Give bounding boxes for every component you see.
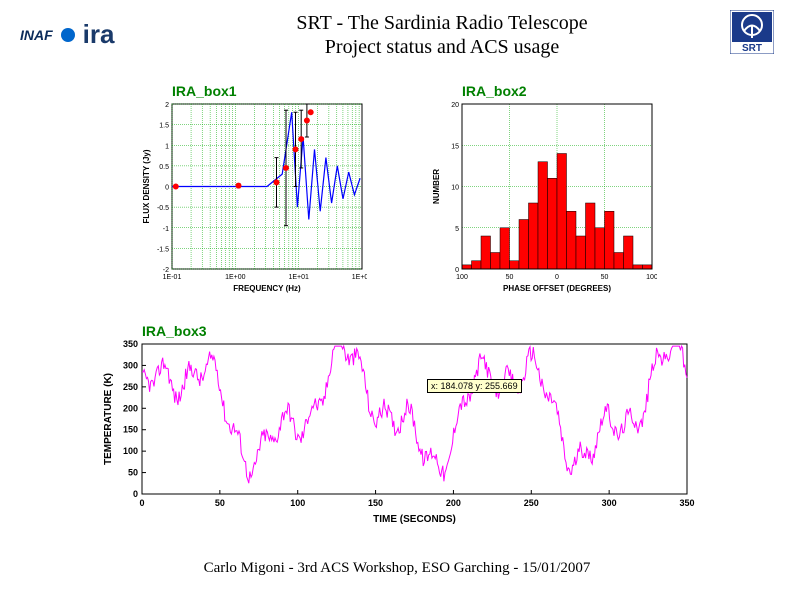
box1-svg: IRA_box1 -2 -1.5 -1 -0.5 0 0.5 1 1.5 2 1E-01 1E+00 1… bbox=[137, 84, 367, 299]
svg-text:1E+00: 1E+00 bbox=[225, 274, 246, 281]
svg-text:50: 50 bbox=[215, 498, 225, 508]
footer-text: Carlo Migoni - 3rd ACS Workshop, ESO Gar… bbox=[204, 560, 591, 576]
svg-text:SRT: SRT bbox=[742, 43, 762, 54]
svg-text:20: 20 bbox=[451, 102, 459, 109]
box3-svg: IRA_box3 0 50 100 150 200 250 300 350 0 50 100 150 20… bbox=[97, 324, 697, 524]
svg-text:0.5: 0.5 bbox=[159, 164, 169, 171]
svg-text:NUMBER: NUMBER bbox=[432, 169, 441, 204]
title-line-2: Project status and ACS usage bbox=[170, 35, 714, 59]
ira-box1: IRA_box1 -2 -1.5 -1 -0.5 0 0.5 1 1.5 2 1E-01 1E+00 1… bbox=[137, 84, 367, 304]
svg-text:350: 350 bbox=[123, 339, 138, 349]
svg-text:FLUX DENSITY (Jy): FLUX DENSITY (Jy) bbox=[142, 149, 151, 223]
svg-text:2: 2 bbox=[165, 102, 169, 109]
svg-text:1: 1 bbox=[165, 143, 169, 150]
footer: Carlo Migoni - 3rd ACS Workshop, ESO Gar… bbox=[0, 560, 794, 577]
svg-text:IRA_box3: IRA_box3 bbox=[142, 324, 207, 339]
svg-text:150: 150 bbox=[368, 498, 383, 508]
svg-text:0: 0 bbox=[455, 267, 459, 274]
svg-text:0: 0 bbox=[133, 489, 138, 499]
svg-text:50: 50 bbox=[601, 274, 609, 281]
svg-text:-0.5: -0.5 bbox=[157, 205, 169, 212]
svg-text:0: 0 bbox=[139, 498, 144, 508]
top-plots-row: IRA_box1 -2 -1.5 -1 -0.5 0 0.5 1 1.5 2 1E-01 1E+00 1… bbox=[0, 84, 794, 304]
svg-text:FREQUENCY (Hz): FREQUENCY (Hz) bbox=[233, 284, 301, 293]
svg-text:0: 0 bbox=[165, 185, 169, 192]
svg-text:200: 200 bbox=[446, 498, 461, 508]
svg-text:300: 300 bbox=[602, 498, 617, 508]
svg-text:IRA_box1: IRA_box1 bbox=[172, 84, 237, 99]
svg-text:IRA_box2: IRA_box2 bbox=[462, 84, 527, 99]
srt-logo-icon: SRT bbox=[730, 10, 774, 54]
svg-text:15: 15 bbox=[451, 143, 459, 150]
svg-text:1E+02: 1E+02 bbox=[352, 274, 367, 281]
svg-text:250: 250 bbox=[123, 382, 138, 392]
svg-text:TIME (SECONDS): TIME (SECONDS) bbox=[373, 514, 456, 524]
box3-tooltip: x: 184.078 y: 255.669 bbox=[427, 379, 522, 393]
inaf-logo: INAF bbox=[20, 27, 53, 43]
svg-text:5: 5 bbox=[455, 226, 459, 233]
ira-logo: ira bbox=[83, 19, 115, 50]
svg-text:1E+01: 1E+01 bbox=[288, 274, 309, 281]
svg-text:TEMPERATURE (K): TEMPERATURE (K) bbox=[103, 373, 114, 465]
box2-svg: IRA_box2 0 5 10 15 20 100 50 0 50 100 PHASE OFFSET … bbox=[427, 84, 657, 299]
page-title: SRT - The Sardinia Radio Telescope Proje… bbox=[170, 11, 714, 59]
svg-text:PHASE OFFSET (DEGREES): PHASE OFFSET (DEGREES) bbox=[503, 284, 611, 293]
dot-icon bbox=[58, 25, 78, 45]
svg-text:-1: -1 bbox=[163, 226, 169, 233]
svg-text:250: 250 bbox=[524, 498, 539, 508]
svg-text:-2: -2 bbox=[163, 267, 169, 274]
svg-text:50: 50 bbox=[128, 468, 138, 478]
svg-text:350: 350 bbox=[679, 498, 694, 508]
svg-text:100: 100 bbox=[456, 274, 468, 281]
logo-right: SRT bbox=[714, 10, 774, 59]
title-line-1: SRT - The Sardinia Radio Telescope bbox=[170, 11, 714, 35]
ira-box3: IRA_box3 0 50 100 150 200 250 300 350 0 50 100 150 20… bbox=[97, 324, 697, 529]
svg-text:100: 100 bbox=[646, 274, 657, 281]
svg-text:0: 0 bbox=[555, 274, 559, 281]
svg-text:1E-01: 1E-01 bbox=[163, 274, 182, 281]
svg-text:100: 100 bbox=[123, 446, 138, 456]
svg-text:100: 100 bbox=[290, 498, 305, 508]
svg-text:10: 10 bbox=[451, 185, 459, 192]
header: INAF ira SRT - The Sardinia Radio Telesc… bbox=[0, 0, 794, 64]
svg-text:1.5: 1.5 bbox=[159, 123, 169, 130]
ira-box2: IRA_box2 0 5 10 15 20 100 50 0 50 100 PHASE OFFSET … bbox=[427, 84, 657, 304]
svg-text:50: 50 bbox=[506, 274, 514, 281]
svg-text:200: 200 bbox=[123, 403, 138, 413]
svg-text:-1.5: -1.5 bbox=[157, 246, 169, 253]
svg-text:300: 300 bbox=[123, 360, 138, 370]
logo-left-group: INAF ira bbox=[20, 19, 170, 50]
svg-text:150: 150 bbox=[123, 425, 138, 435]
